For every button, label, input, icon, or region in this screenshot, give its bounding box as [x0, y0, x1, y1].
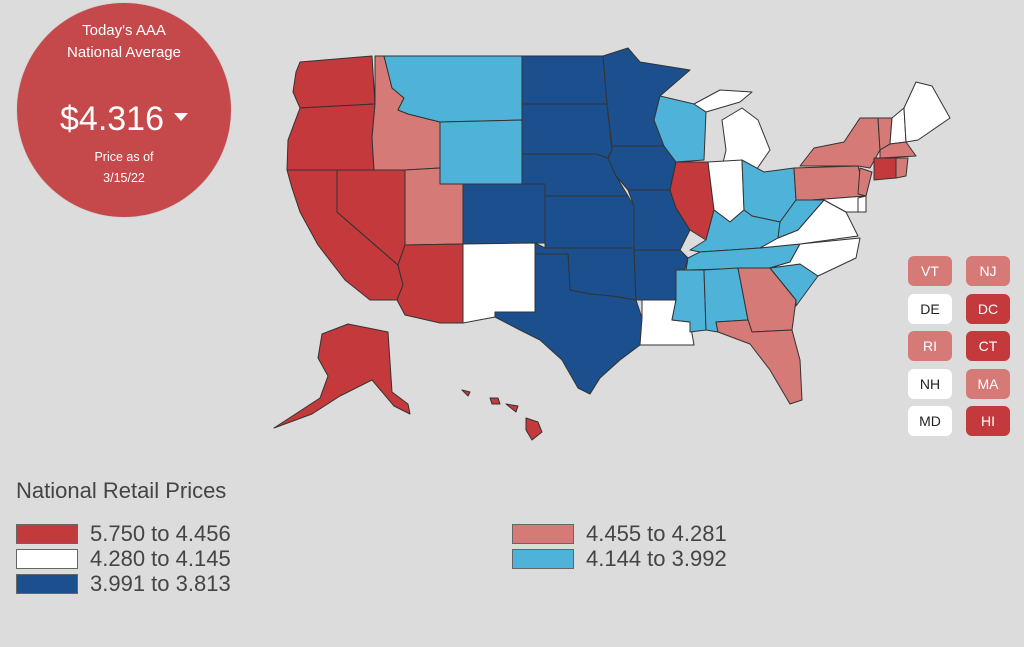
price-asof-date: 3/15/22: [103, 171, 145, 185]
legend-label: 4.455 to 4.281: [586, 521, 727, 546]
state-TX[interactable]: [494, 253, 643, 395]
price-value: $4.316: [60, 100, 164, 138]
state-tile-nh[interactable]: NH: [908, 369, 952, 399]
state-AK[interactable]: [273, 323, 411, 429]
state-SD[interactable]: [521, 103, 613, 159]
state-tile-hi[interactable]: HI: [966, 406, 1010, 436]
badge-title-line2: National Average: [67, 44, 181, 61]
state-MA[interactable]: [879, 141, 917, 159]
state-MT[interactable]: [383, 55, 523, 123]
state-WA[interactable]: [292, 55, 376, 109]
state-ND[interactable]: [521, 55, 608, 105]
state-tile-dc[interactable]: DC: [966, 294, 1010, 324]
legend-label: 5.750 to 4.456: [90, 521, 231, 546]
state-AZ[interactable]: [396, 243, 464, 324]
state-tile-nj[interactable]: NJ: [966, 256, 1010, 286]
state-NJ[interactable]: [857, 167, 873, 197]
badge-title: Today's AAA National Average: [17, 20, 231, 64]
state-ME[interactable]: [903, 81, 951, 143]
national-average-price: $4.316: [17, 99, 231, 139]
national-average-badge: Today's AAA National Average $4.316 Pric…: [17, 3, 231, 217]
legend-swatch: [16, 549, 78, 569]
legend-swatch: [512, 549, 574, 569]
state-tile-ct[interactable]: CT: [966, 331, 1010, 361]
state-tile-vt[interactable]: VT: [908, 256, 952, 286]
state-tile-de[interactable]: DE: [908, 294, 952, 324]
state-NH[interactable]: [889, 107, 907, 145]
legend-title: National Retail Prices: [16, 478, 227, 503]
price-asof-label: Price as of: [94, 150, 154, 164]
state-CO[interactable]: [462, 183, 546, 245]
state-RI[interactable]: [895, 157, 909, 179]
state-CT[interactable]: [873, 157, 897, 181]
legend-swatch: [512, 524, 574, 544]
state-tile-ri[interactable]: RI: [908, 331, 952, 361]
legend-swatch: [16, 574, 78, 594]
legend-label: 4.280 to 4.145: [90, 546, 231, 571]
state-tile-md[interactable]: MD: [908, 406, 952, 436]
state-NY[interactable]: [799, 117, 881, 169]
state-DE[interactable]: [857, 195, 867, 213]
state-WY[interactable]: [439, 119, 523, 185]
price-date: Price as of 3/15/22: [17, 147, 231, 189]
legend-swatch: [16, 524, 78, 544]
state-OR[interactable]: [286, 103, 376, 171]
legend-label: 3.991 to 3.813: [90, 571, 231, 596]
state-HI[interactable]: [461, 389, 543, 441]
state-FL[interactable]: [715, 319, 803, 405]
price-down-arrow-icon: [174, 113, 188, 122]
state-tile-ma[interactable]: MA: [966, 369, 1010, 399]
legend-label: 4.144 to 3.992: [586, 546, 727, 571]
badge-title-line1: Today's AAA: [82, 22, 166, 39]
state-MD[interactable]: [811, 195, 867, 213]
state-PA[interactable]: [793, 165, 867, 201]
state-KS[interactable]: [544, 195, 635, 249]
state-NM[interactable]: [462, 242, 536, 324]
state-MI[interactable]: [693, 89, 771, 177]
